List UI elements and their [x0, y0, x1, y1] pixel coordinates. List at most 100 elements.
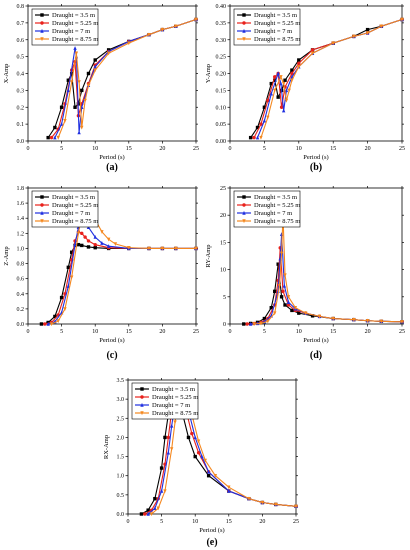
- series-4-point: [169, 447, 174, 452]
- legend-label: Draught = 5.25 m: [52, 202, 98, 209]
- series-3-point: [73, 46, 77, 50]
- x-tick-label: 25: [193, 329, 199, 335]
- y-tick-label: 0.3: [17, 88, 25, 94]
- series-3-point: [200, 454, 204, 459]
- chart-panel-4: 0 5 10 15 20 25 0 5 10 15 20 25 Period (s) RY-Amp Drau…: [205, 186, 405, 361]
- series-1-point: [59, 295, 64, 300]
- y-tick-label: 2.5: [117, 416, 125, 422]
- legend-label: Draught = 7 m: [254, 28, 292, 35]
- x-tick-label: 0: [229, 329, 232, 335]
- y-tick-label: 3.5: [117, 378, 125, 384]
- series-1-point: [206, 474, 211, 478]
- series-3-point: [248, 321, 253, 326]
- x-tick-label: 25: [293, 519, 299, 525]
- series-1-point: [365, 27, 370, 32]
- y-tick-label: 0.0: [17, 322, 25, 328]
- y-axis-title: RX-Amp: [103, 435, 110, 459]
- legend-point: [40, 203, 44, 207]
- series-2-point: [273, 75, 277, 79]
- x-tick-label: 20: [259, 519, 265, 525]
- series-3-point: [284, 88, 289, 93]
- series-3-point: [206, 469, 211, 474]
- x-tick-label: 25: [399, 146, 405, 152]
- y-tick-label: 0.6: [17, 277, 25, 283]
- x-tick-label: 10: [296, 329, 302, 335]
- series-1-point: [283, 303, 287, 307]
- y-tick-label: 1.6: [17, 201, 25, 207]
- x-tick-label: 10: [92, 146, 98, 152]
- series-4-point: [173, 420, 177, 425]
- series-4-point: [77, 80, 81, 85]
- legend-label: Draught = 8.75 m: [254, 36, 300, 43]
- series-1-point: [76, 242, 81, 247]
- panel-label: (c): [106, 350, 117, 361]
- series-4-point: [352, 317, 356, 322]
- series-1: [242, 262, 404, 326]
- legend-point: [242, 210, 246, 215]
- legend-label: Draught = 7 m: [254, 210, 292, 217]
- series-1-point: [248, 135, 253, 140]
- series-4-point: [76, 231, 81, 236]
- series-2-point: [279, 105, 284, 109]
- series-line: [254, 215, 403, 325]
- x-tick-label: 5: [60, 329, 63, 335]
- series-1-point: [242, 322, 246, 326]
- y-tick-label: 1.4: [17, 216, 25, 222]
- series-4-point: [63, 307, 67, 311]
- series-4-point: [63, 119, 67, 123]
- x-tick-label: 20: [365, 329, 371, 335]
- series-4-point: [259, 321, 263, 326]
- series-4-point: [273, 88, 277, 93]
- series-1-point: [279, 295, 284, 299]
- series-3-point: [193, 435, 197, 440]
- series-1-point: [53, 314, 57, 319]
- x-tick-label: 0: [27, 146, 30, 152]
- series-2-point: [83, 235, 87, 239]
- x-tick-label: 10: [92, 329, 98, 335]
- y-tick-label: 0.00: [216, 139, 227, 145]
- series-4-point: [196, 439, 201, 444]
- series-4-point: [163, 489, 167, 494]
- series-4-point: [160, 246, 165, 251]
- series-2-point: [166, 435, 171, 440]
- legend-point: [140, 387, 144, 391]
- series-4-point: [379, 319, 384, 324]
- series-4: [259, 17, 404, 140]
- legend-label: Draught = 8.75 m: [254, 218, 300, 225]
- y-tick-label: 0.7: [17, 21, 25, 27]
- series-2-point: [245, 322, 249, 326]
- series-line: [243, 264, 403, 325]
- series-3: [248, 232, 404, 326]
- series-2-point: [286, 303, 291, 307]
- series-4-point: [352, 34, 356, 39]
- series-2-point: [196, 451, 201, 455]
- series-4-point: [252, 322, 256, 327]
- series-2-point: [80, 231, 84, 236]
- legend-label: Draught = 7 m: [52, 210, 90, 217]
- series-1-point: [139, 512, 144, 516]
- series-3-point: [153, 506, 157, 510]
- series-1-point: [269, 81, 273, 86]
- legend-point: [40, 219, 44, 224]
- series-3-point: [279, 81, 283, 86]
- series-1-point: [310, 314, 315, 318]
- x-axis-title: Period (s): [99, 337, 124, 344]
- series-4-point: [400, 17, 404, 22]
- series-1-point: [290, 68, 294, 72]
- chart-panel-3: 0 5 10 15 20 25 0.0 0.2 0.4 0.6 0.8 1.0 1.2 1.4 1.6 1.8…: [3, 186, 199, 361]
- series-3-point: [282, 283, 287, 288]
- series-4-point: [286, 295, 291, 299]
- x-tick-label: 25: [193, 146, 199, 152]
- x-axis-title: Period (s): [199, 527, 224, 534]
- series-1-point: [69, 250, 74, 254]
- series-4-point: [290, 78, 294, 83]
- x-axis-title: Period (s): [303, 154, 328, 161]
- y-tick-label: 0.6: [17, 38, 25, 44]
- series-1-point: [297, 58, 301, 62]
- legend-point: [242, 37, 246, 42]
- series-4-point: [69, 80, 74, 85]
- x-tick-label: 5: [263, 329, 266, 335]
- series-line: [247, 247, 403, 325]
- series-4-point: [74, 51, 79, 56]
